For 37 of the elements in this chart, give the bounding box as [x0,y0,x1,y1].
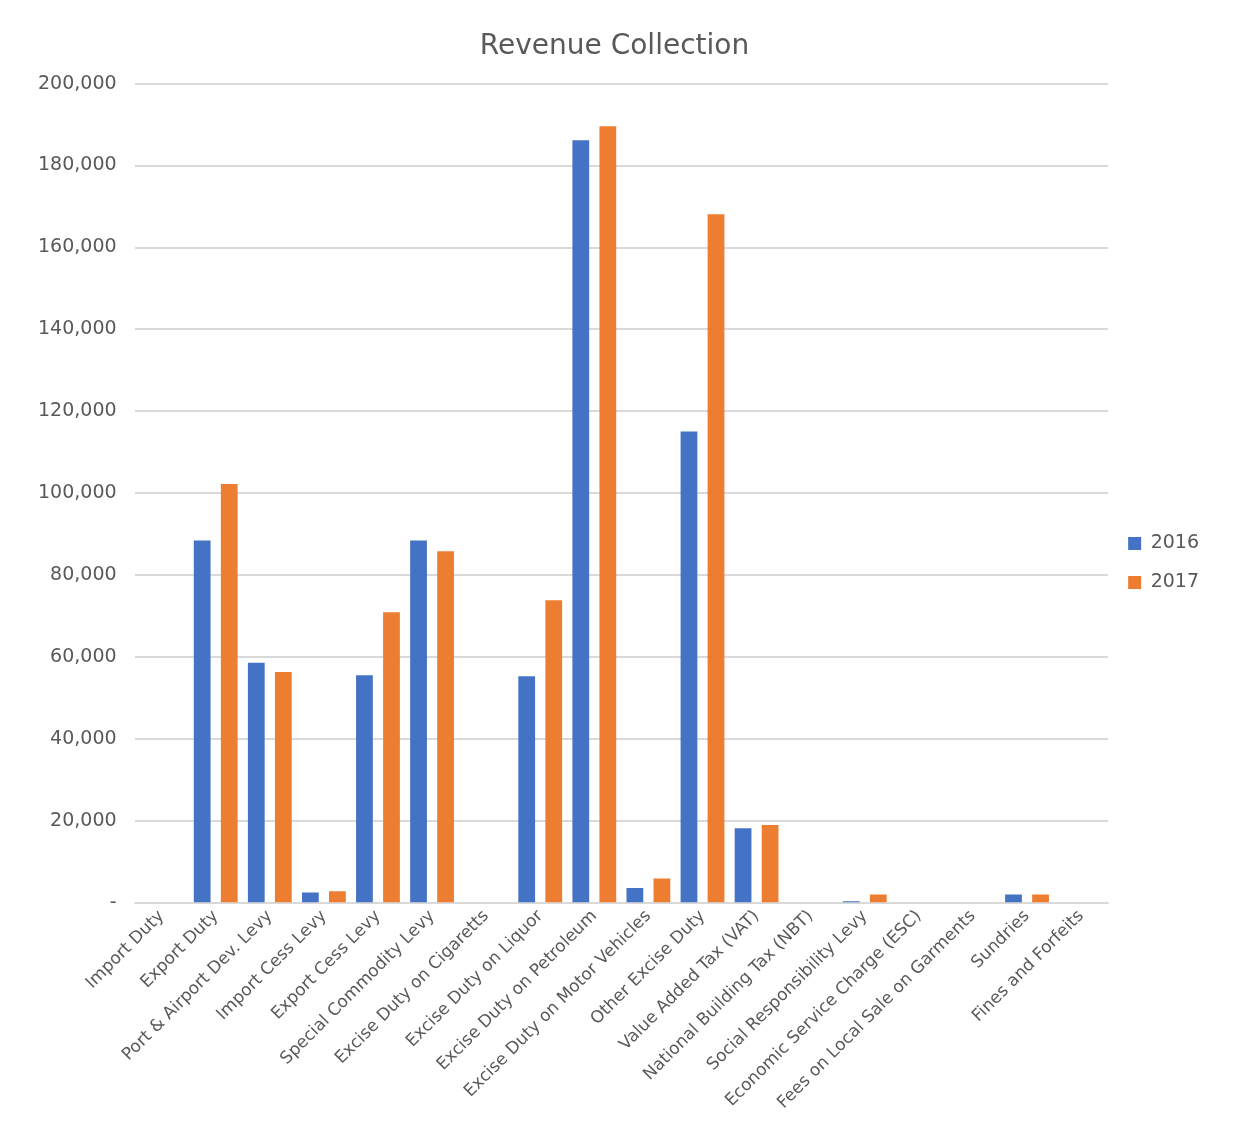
legend-label: 2017 [1150,569,1200,592]
y-tick-label: 140,000 [37,316,117,339]
bar [329,891,346,903]
bar [653,878,671,903]
y-tick-label: 160,000 [37,234,117,257]
bar [761,824,779,903]
bar [247,662,265,903]
bar [220,483,238,903]
bar [356,675,373,903]
bar [410,540,427,903]
bar [572,140,590,903]
bar [518,676,536,903]
bar [626,888,644,903]
legend-label: 2016 [1150,530,1200,553]
bar [707,214,725,903]
bar [1032,894,1049,903]
bar [734,828,752,903]
y-tick-label: 200,000 [37,70,117,93]
bar [680,431,698,903]
y-tick-label: - [109,890,117,913]
chart-title: Revenue Collection [479,28,750,62]
y-tick-label: 80,000 [50,562,117,585]
bar [869,894,887,903]
bar [545,600,563,903]
bar [437,551,454,903]
bar [301,892,319,903]
bar [193,540,211,903]
y-tick-label: 120,000 [37,398,117,421]
y-tick-label: 20,000 [50,808,117,831]
bar [599,126,617,903]
bar [383,612,400,903]
y-tick-label: 40,000 [50,726,117,749]
bar [274,672,292,903]
bar [1005,894,1022,903]
y-tick-label: 100,000 [37,480,117,503]
y-tick-label: 60,000 [50,644,117,667]
y-tick-label: 180,000 [37,152,117,175]
